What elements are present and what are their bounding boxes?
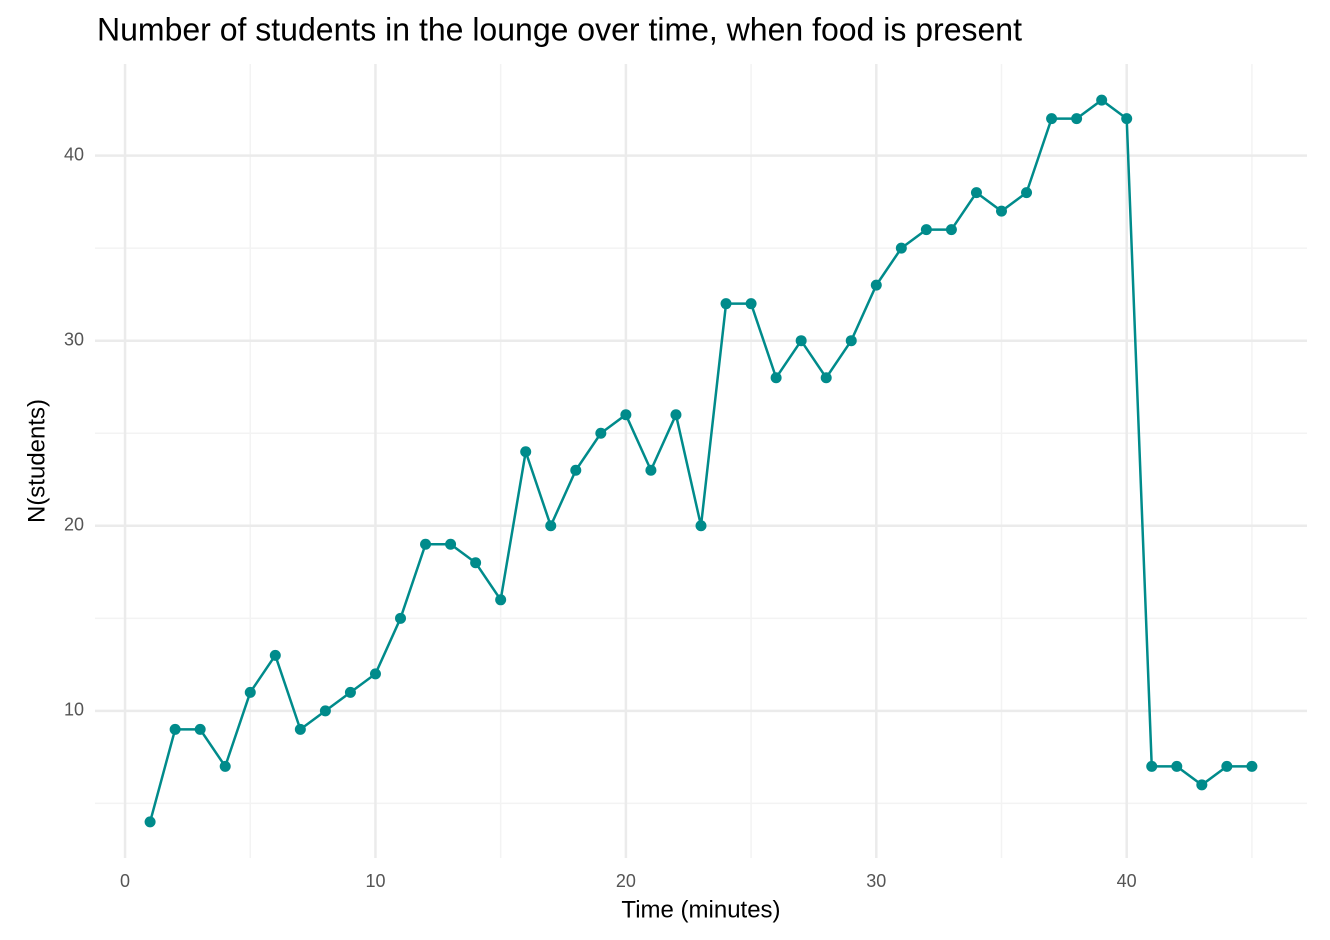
point (1096, 94, 1108, 106)
point (194, 723, 206, 735)
point (1146, 760, 1158, 772)
point (144, 816, 156, 828)
point (470, 557, 482, 569)
point (845, 335, 857, 347)
point (920, 224, 932, 236)
point (970, 187, 982, 199)
point (695, 520, 707, 532)
y-tick-label: 40 (64, 144, 84, 164)
point (1221, 760, 1233, 772)
point (495, 594, 507, 606)
point (945, 224, 957, 236)
y-tick-label: 10 (64, 700, 84, 720)
x-tick-label: 20 (616, 871, 636, 891)
x-tick-label: 40 (1117, 871, 1137, 891)
point (294, 723, 306, 735)
point (570, 464, 582, 476)
y-tick-label: 20 (64, 515, 84, 535)
point (745, 298, 757, 310)
y-tick-label: 30 (64, 329, 84, 349)
y-axis-title: N(students) (23, 399, 50, 523)
point (269, 649, 281, 661)
point (1196, 779, 1208, 791)
point (395, 612, 407, 624)
point (770, 372, 782, 384)
point (520, 446, 532, 458)
point (169, 723, 181, 735)
point (420, 538, 432, 550)
point (1121, 113, 1133, 125)
x-tick-label: 30 (866, 871, 886, 891)
point (795, 335, 807, 347)
point (820, 372, 832, 384)
point (995, 205, 1007, 217)
point (1071, 113, 1083, 125)
point (595, 427, 607, 439)
point (870, 279, 882, 291)
point (219, 760, 231, 772)
point (244, 686, 256, 698)
point (344, 686, 356, 698)
x-axis-title: Time (minutes) (621, 896, 780, 923)
point (319, 705, 331, 717)
x-tick-label: 10 (365, 871, 385, 891)
point (1246, 760, 1258, 772)
point (445, 538, 457, 550)
point (545, 520, 557, 532)
point (1046, 113, 1058, 125)
point (1171, 760, 1183, 772)
point (369, 668, 381, 680)
point (645, 464, 657, 476)
point (670, 409, 682, 421)
point (895, 242, 907, 254)
point (620, 409, 632, 421)
point (1021, 187, 1033, 199)
chart-title: Number of students in the lounge over ti… (97, 11, 1022, 47)
point (720, 298, 732, 310)
line (148, 98, 1252, 823)
x-tick-label: 0 (120, 871, 130, 891)
